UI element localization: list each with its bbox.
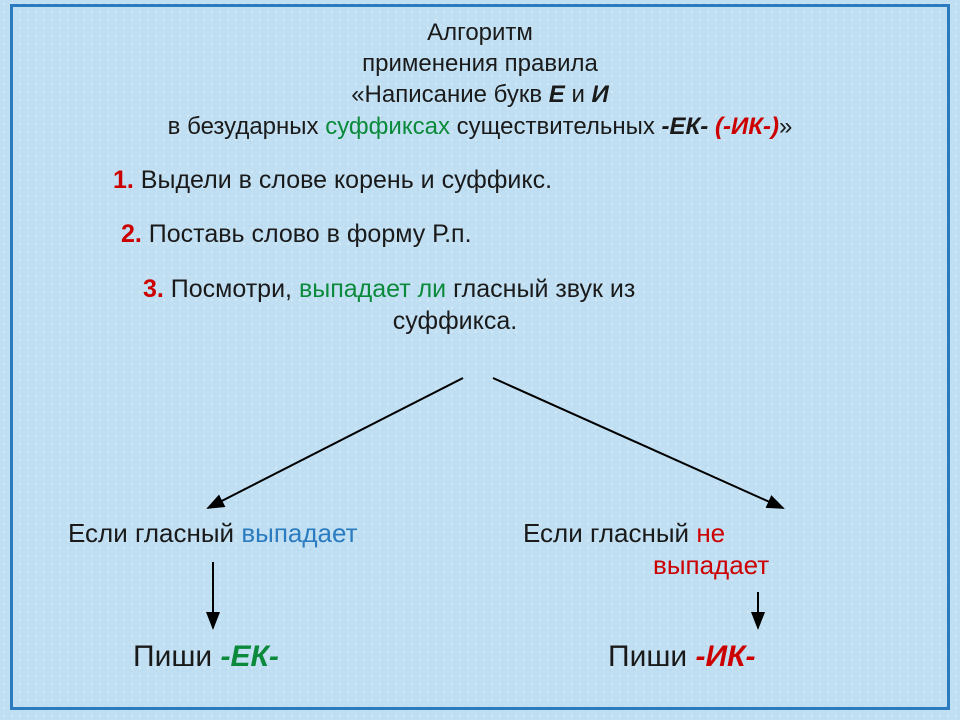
decision-tree: Если гласный выпадает Если гласный не вы…	[13, 370, 947, 690]
right-res-suf: -ИК-	[695, 640, 755, 673]
arrow-big-left	[208, 378, 463, 508]
step1-text: Выдели в слове корень и суффикс.	[134, 166, 552, 194]
right-condition-line2: выпадает	[653, 550, 769, 581]
t4-ek: -ЕК-	[662, 113, 709, 140]
right-result: Пиши -ИК-	[608, 640, 755, 674]
right-condition: Если гласный не	[523, 518, 725, 549]
step2-num: 2.	[121, 220, 142, 248]
t4-sp	[708, 113, 715, 140]
step2-text: Поставь слово в форму Р.п.	[142, 220, 472, 248]
t4-post: существительных	[450, 113, 662, 140]
t4-pre: в безударных	[168, 113, 326, 140]
step1-num: 1.	[113, 166, 134, 194]
right-cond-pre: Если гласный	[523, 518, 696, 548]
t3-pre: «Написание букв	[351, 81, 549, 108]
title-line1: Алгоритм	[43, 17, 917, 48]
step3a: Посмотри,	[164, 275, 299, 303]
left-res-pre: Пиши	[133, 640, 220, 673]
step-1: 1. Выдели в слове корень и суффикс.	[113, 164, 887, 197]
t3-mid: и	[565, 81, 592, 108]
steps-block: 1. Выдели в слове корень и суффикс. 2. П…	[13, 154, 947, 370]
arrow-big-right	[493, 378, 783, 508]
step3c: гласный звук из	[446, 275, 635, 303]
content-frame: Алгоритм применения правила «Написание б…	[10, 4, 950, 710]
t4-ik: (-ИК-)	[715, 113, 779, 140]
step3b: выпадает ли	[299, 275, 446, 303]
letter-i: И	[592, 81, 609, 108]
left-res-suf: -ЕК-	[220, 640, 278, 673]
letter-e: Е	[549, 81, 565, 108]
title-block: Алгоритм применения правила «Написание б…	[13, 7, 947, 154]
step3d: суффикса.	[23, 305, 887, 338]
left-cond-word: выпадает	[241, 518, 357, 548]
left-condition: Если гласный выпадает	[68, 518, 358, 549]
right-cond-ne: не	[696, 518, 725, 548]
left-cond-pre: Если гласный	[68, 518, 241, 548]
title-line2: применения правила	[43, 48, 917, 79]
right-cond-word: выпадает	[653, 550, 769, 580]
t4-suffixes: суффиксах	[325, 113, 450, 140]
t4-close: »	[779, 113, 792, 140]
step-3: 3. Посмотри, выпадает ли гласный звук из…	[143, 273, 887, 338]
step-2: 2. Поставь слово в форму Р.п.	[121, 218, 887, 251]
step3-num: 3.	[143, 275, 164, 303]
right-res-pre: Пиши	[608, 640, 695, 673]
left-result: Пиши -ЕК-	[133, 640, 279, 674]
title-line3: «Написание букв Е и И	[43, 79, 917, 110]
title-line4: в безударных суффиксах существительных -…	[43, 111, 917, 142]
